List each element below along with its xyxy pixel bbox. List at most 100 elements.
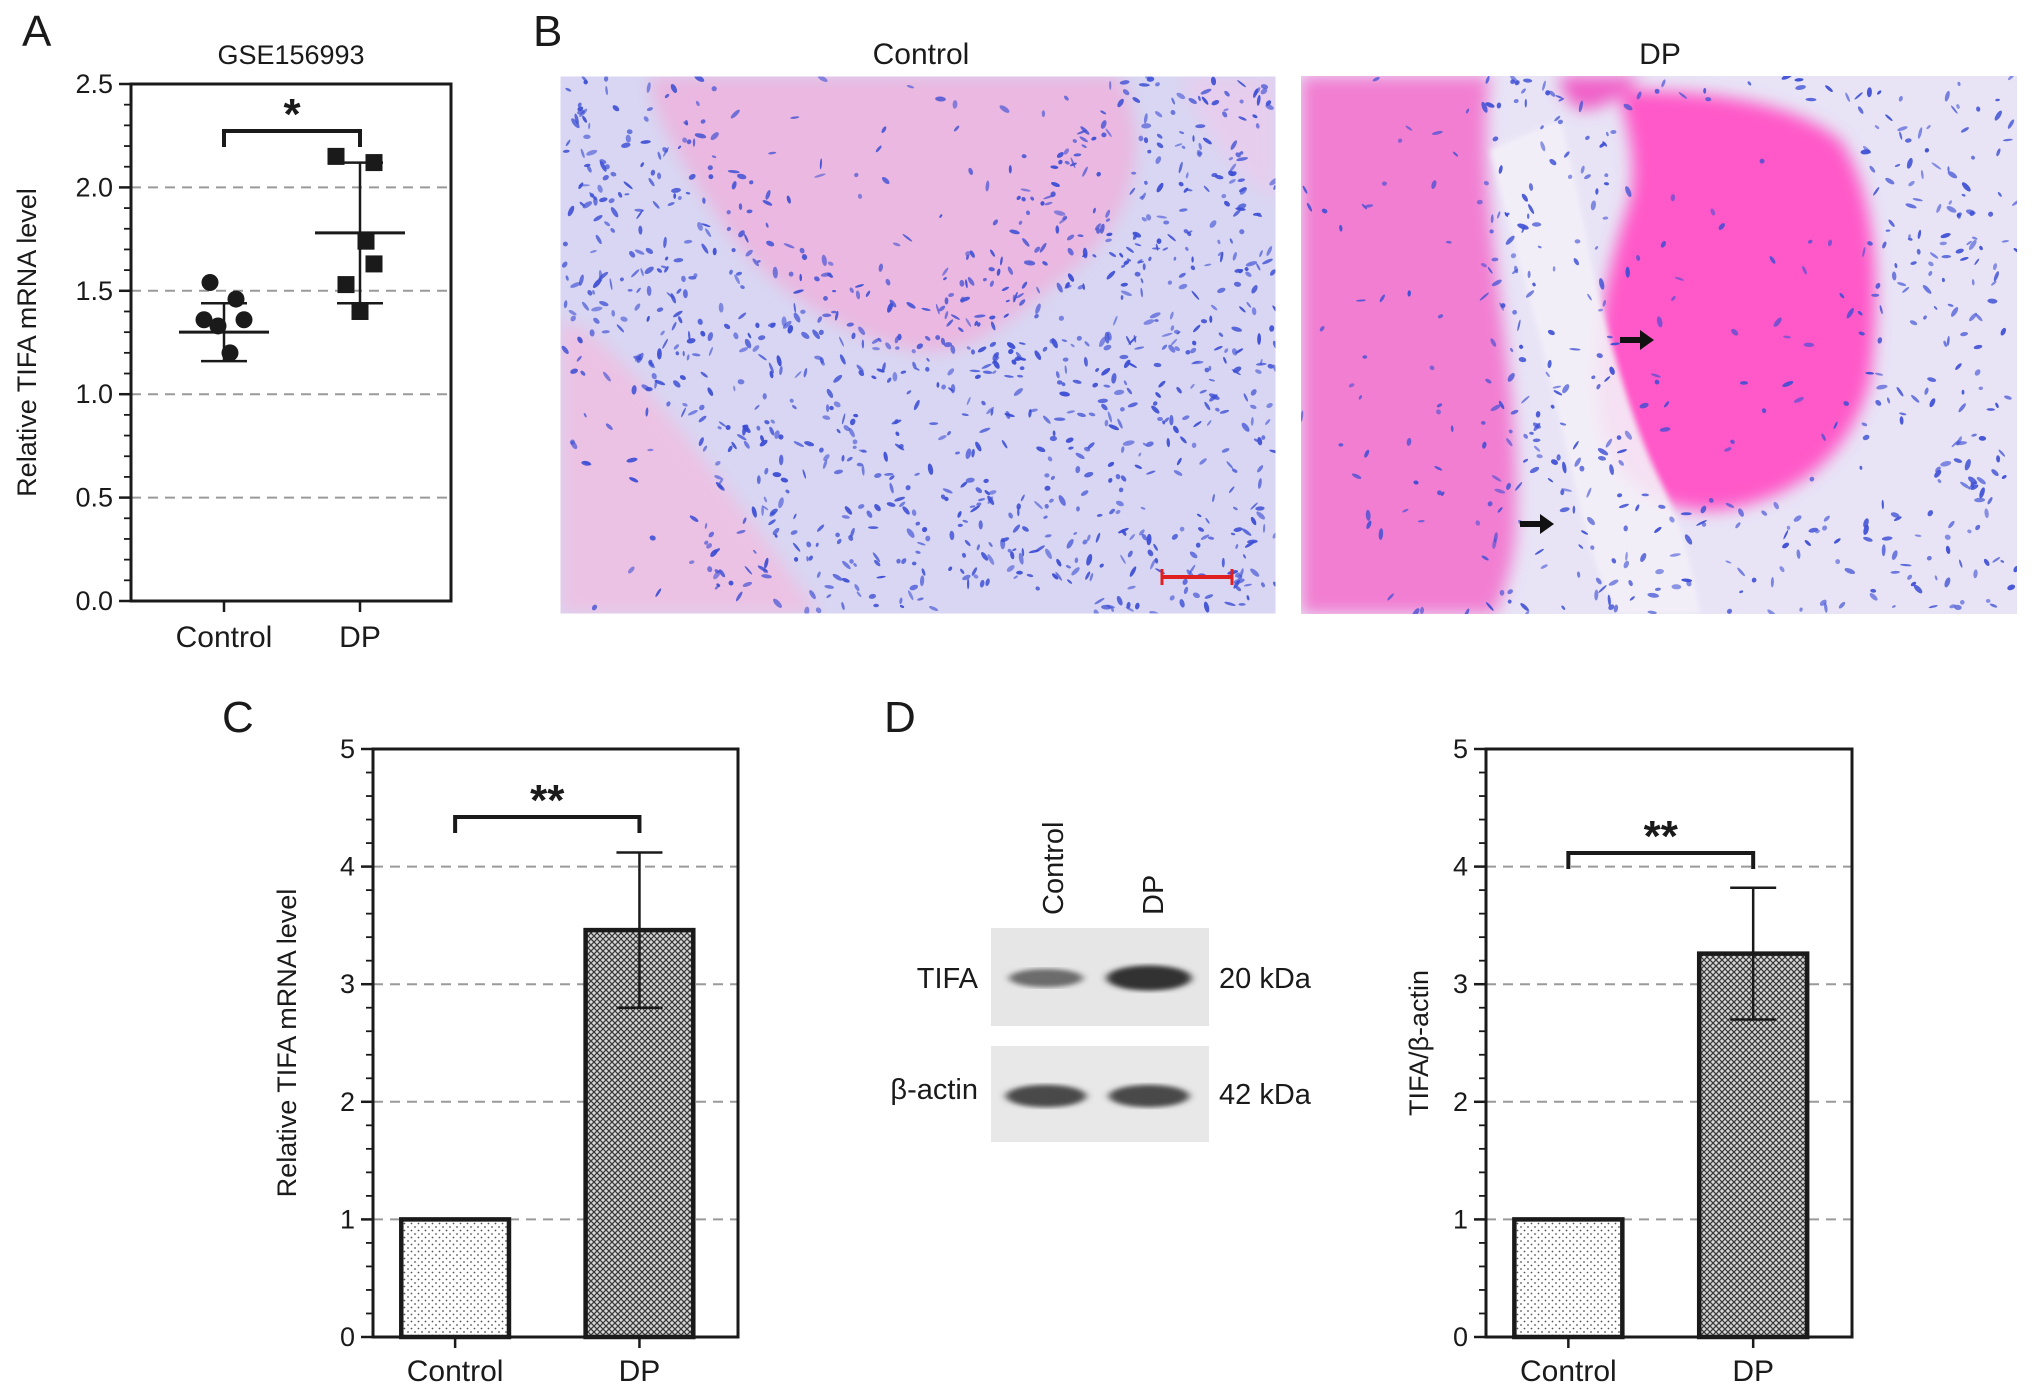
nucleus — [942, 267, 949, 276]
nucleus — [756, 260, 761, 263]
nucleus — [1911, 394, 1920, 403]
nucleus — [1020, 188, 1031, 192]
nucleus — [1684, 534, 1693, 545]
nucleus — [1960, 332, 1969, 337]
nucleus — [1161, 332, 1173, 337]
nucleus — [1397, 138, 1403, 143]
blot-band — [1106, 965, 1192, 991]
nucleus — [1540, 564, 1548, 569]
nucleus — [865, 290, 871, 297]
nucleus — [806, 541, 812, 548]
nucleus — [1996, 455, 2001, 463]
nucleus — [1378, 528, 1384, 540]
nucleus — [764, 420, 770, 425]
nucleus — [1521, 395, 1530, 404]
nucleus — [979, 579, 985, 588]
nucleus — [1138, 452, 1142, 457]
nucleus — [1209, 220, 1217, 228]
nucleus — [581, 301, 590, 311]
nucleus — [2013, 248, 2017, 253]
nucleus — [858, 449, 868, 453]
nucleus — [1011, 359, 1017, 365]
nucleus — [915, 521, 921, 526]
nucleus — [1934, 575, 1938, 581]
nucleus — [976, 322, 981, 327]
nucleus — [1975, 524, 1981, 531]
nucleus — [1795, 85, 1806, 90]
nucleus — [1036, 446, 1046, 453]
nucleus — [1034, 350, 1042, 361]
nucleus — [815, 542, 819, 547]
nucleus — [1048, 498, 1054, 503]
nucleus — [746, 209, 753, 214]
nucleus — [2000, 327, 2007, 336]
nucleus — [1120, 475, 1127, 482]
nucleus — [1200, 88, 1212, 95]
nucleus — [1040, 201, 1045, 206]
bar — [399, 1217, 512, 1340]
nucleus — [636, 209, 644, 220]
nucleus — [906, 301, 916, 309]
nucleus — [1968, 312, 1978, 322]
nucleus — [571, 118, 580, 129]
nucleus — [697, 318, 703, 325]
nucleus — [1725, 560, 1732, 564]
nucleus — [1221, 448, 1230, 453]
nucleus — [1257, 437, 1263, 446]
nucleus — [1531, 222, 1542, 227]
nucleus — [664, 256, 669, 261]
nucleus — [688, 330, 691, 341]
nucleus — [821, 254, 827, 267]
nucleus — [1718, 223, 1725, 230]
significance-label: ** — [530, 776, 565, 825]
nucleus — [1602, 300, 1607, 307]
nucleus — [1161, 344, 1168, 350]
nucleus — [1843, 401, 1850, 406]
nucleus — [673, 344, 680, 350]
nucleus — [1496, 102, 1502, 109]
nucleus — [1862, 247, 1866, 258]
nucleus — [1900, 563, 1912, 567]
nucleus — [964, 539, 971, 547]
data-point — [351, 302, 369, 320]
nucleus — [935, 335, 941, 341]
nucleus — [1362, 355, 1368, 359]
nucleus — [1217, 251, 1223, 257]
nucleus — [1097, 398, 1108, 404]
nucleus — [885, 342, 892, 350]
nucleus — [854, 584, 860, 592]
nucleus — [1973, 344, 1983, 350]
y-tick-label: 1.5 — [75, 276, 113, 306]
nucleus — [1036, 286, 1040, 294]
nucleus — [577, 336, 583, 344]
nucleus — [1189, 551, 1198, 559]
nucleus — [1167, 280, 1173, 285]
nucleus — [1529, 431, 1534, 435]
nucleus — [670, 293, 677, 304]
nucleus — [1946, 206, 1957, 213]
nucleus — [1431, 130, 1443, 135]
nucleus — [568, 309, 577, 316]
nucleus — [1572, 440, 1579, 450]
nucleus — [1617, 493, 1623, 498]
nucleus — [728, 580, 734, 586]
nucleus — [708, 531, 715, 538]
nucleus — [1250, 389, 1257, 396]
nucleus — [841, 515, 850, 519]
nucleus — [581, 76, 588, 83]
nucleus — [1105, 209, 1111, 218]
nucleus — [768, 362, 775, 374]
nucleus — [921, 527, 928, 533]
nucleus — [809, 590, 816, 600]
nucleus — [1137, 258, 1143, 264]
nucleus — [1869, 165, 1876, 173]
nucleus — [1529, 466, 1540, 474]
nucleus — [686, 338, 696, 344]
nucleus — [1204, 263, 1212, 267]
nucleus — [1193, 421, 1202, 428]
nucleus — [688, 275, 697, 280]
nucleus — [1796, 549, 1801, 559]
nucleus — [1913, 584, 1923, 594]
nucleus — [1197, 151, 1203, 156]
nucleus — [1989, 603, 1998, 608]
